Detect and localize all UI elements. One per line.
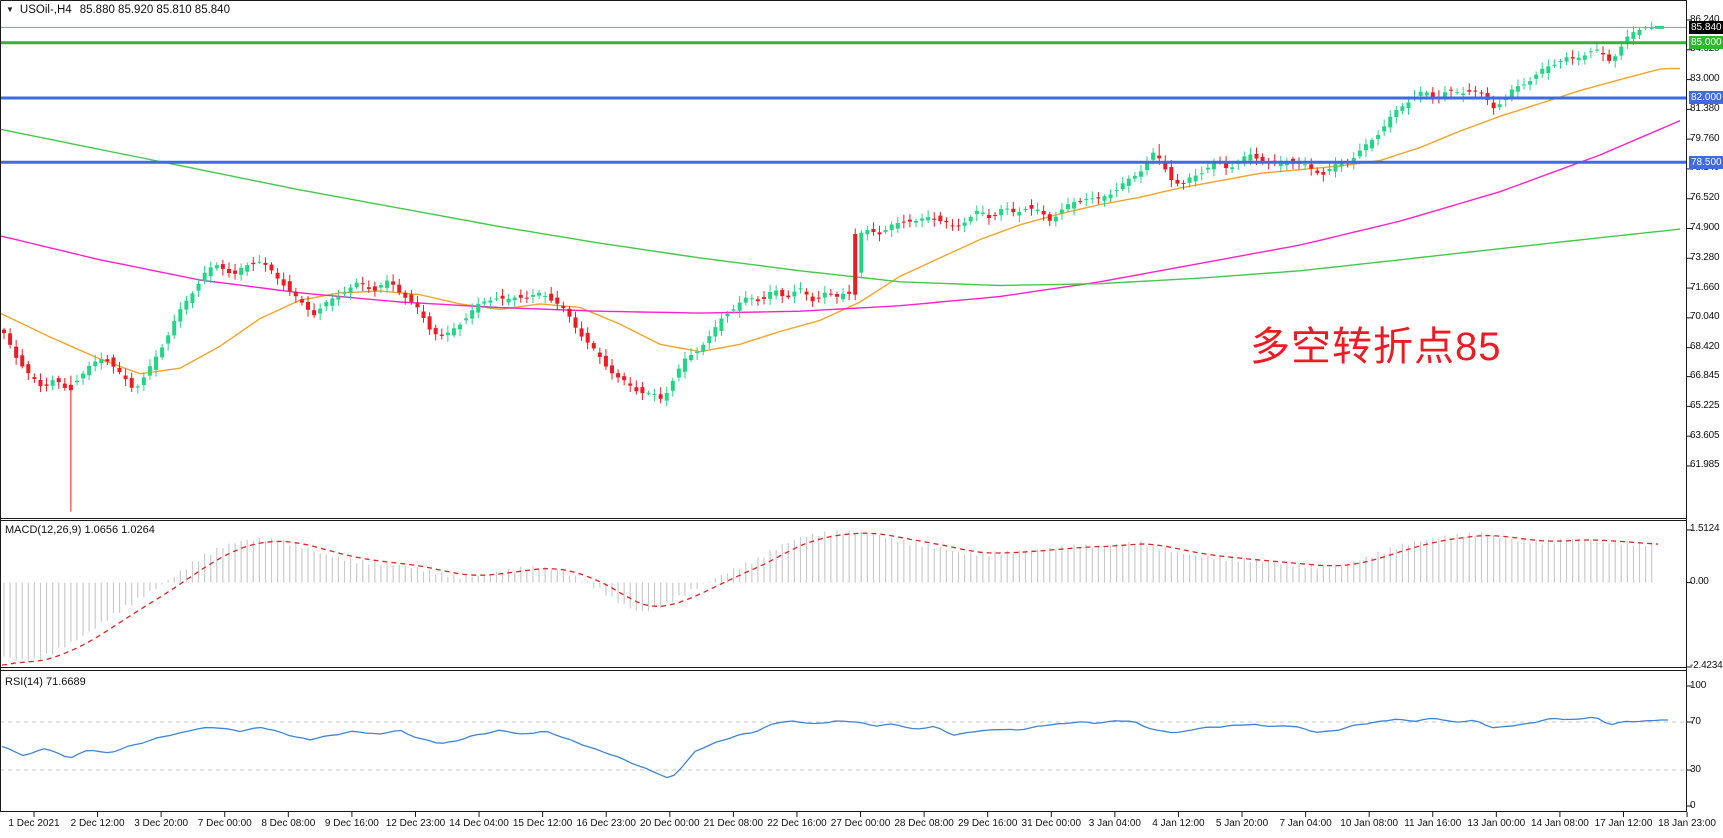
time-tick-label: 14 Dec 04:00: [449, 818, 509, 829]
price-tick-label: 76.520: [1690, 192, 1720, 204]
time-tick-label: 7 Dec 00:00: [197, 818, 252, 829]
last-price-marker: [1655, 25, 1664, 29]
time-tick-label: 3 Dec 20:00: [134, 818, 189, 829]
price-tick-label: 73.280: [1690, 251, 1720, 263]
price-axis[interactable]: 86.24084.62083.00081.38079.76078.14076.5…: [1689, 0, 1723, 812]
time-tick-label: 2 Dec 12:00: [70, 818, 125, 829]
price-tick-label: 86.240: [1690, 13, 1720, 25]
time-tick-label: 28 Dec 08:00: [894, 818, 954, 829]
rsi-indicator-label: RSI(14) 71.6689: [5, 676, 86, 688]
ma-line-0: [0, 67, 1680, 375]
time-tick-label: 5 Jan 20:00: [1215, 818, 1269, 829]
time-tick-label: 12 Dec 23:00: [385, 818, 446, 829]
time-tick-label: 31 Dec 00:00: [1021, 818, 1082, 829]
time-tick-label: 27 Dec 00:00: [830, 818, 891, 829]
rsi-tick-label: 100: [1690, 679, 1707, 691]
rsi-line: [1, 716, 1668, 779]
time-tick-label: 15 Dec 12:00: [512, 818, 573, 829]
time-tick-label: 13 Jan 00:00: [1467, 818, 1526, 829]
time-tick-label: 21 Dec 08:00: [703, 818, 764, 829]
time-tick-label: 29 Dec 16:00: [957, 818, 1018, 829]
time-axis[interactable]: 1 Dec 2021 2 Dec 12:00 3 Dec 20:00 7 Dec 00…: [0, 813, 1723, 838]
ohlc-quote-line: 85.880 85.920 85.810 85.840: [79, 4, 230, 16]
candles-layer: [2, 21, 1654, 512]
time-tick-label: 17 Jan 12:00: [1594, 818, 1653, 829]
rsi-tick-label: 30: [1690, 763, 1701, 775]
price-tick-label: 79.760: [1690, 132, 1720, 144]
ma-line-1: [0, 120, 1681, 314]
price-tick-label: 83.000: [1690, 73, 1720, 85]
macd-histogram: [3, 530, 1653, 662]
price-tick-label: 68.420: [1690, 341, 1720, 353]
chart-text-annotation[interactable]: 多空转折点85: [1250, 325, 1502, 369]
time-tick-label: 22 Dec 16:00: [767, 818, 827, 829]
time-tick-label: 9 Dec 16:00: [324, 818, 379, 829]
chart-dropdown-icon[interactable]: ▼: [6, 5, 14, 14]
rsi-tick-label: 70: [1690, 715, 1701, 727]
price-tick-label: 74.900: [1690, 221, 1720, 233]
time-tick-label: 14 Jan 08:00: [1530, 818, 1589, 829]
time-tick-label: 1 Dec 2021: [8, 818, 60, 829]
time-tick-label: 7 Jan 04:00: [1279, 818, 1332, 829]
price-tick-label: 81.380: [1690, 102, 1720, 114]
time-tick-label: 20 Dec 00:00: [640, 818, 700, 829]
time-tick-label: 11 Jan 16:00: [1404, 818, 1462, 829]
time-tick-label: 18 Jan 23:00: [1658, 818, 1716, 829]
level-price-tag: 82.000: [1689, 91, 1723, 105]
price-tick-label: 66.845: [1690, 370, 1720, 382]
macd-tick-label: 0.00: [1690, 576, 1709, 588]
price-tick-label: 63.605: [1690, 429, 1720, 441]
time-tick-label: 16 Dec 23:00: [576, 818, 636, 829]
symbol-period-label: USOil-,H4: [19, 4, 72, 16]
rsi-tick-label: 0: [1690, 799, 1696, 811]
price-tick-label: 70.040: [1690, 311, 1720, 323]
current-price-tag: 85.840: [1689, 20, 1723, 34]
time-tick-label: 3 Jan 04:00: [1088, 818, 1141, 829]
macd-indicator-label: MACD(12,26,9) 1.0656 1.0264: [5, 524, 155, 536]
level-price-tag: 85.000: [1689, 36, 1723, 50]
time-tick-label: 4 Jan 12:00: [1152, 818, 1205, 829]
ma-line-2: [0, 128, 1681, 287]
price-tick-label: 65.225: [1690, 399, 1720, 411]
chart-title: ▼ USOil-,H4 85.880 85.920 85.810 85.840: [6, 4, 230, 16]
macd-tick-label: 1.5124: [1690, 523, 1720, 535]
macd-signal-line: [1, 532, 1659, 666]
price-tick-label: 71.660: [1690, 281, 1720, 293]
time-tick-label: 10 Jan 08:00: [1340, 818, 1399, 829]
time-tick-label: 8 Dec 08:00: [261, 818, 316, 829]
level-price-tag: 78.500: [1689, 155, 1723, 169]
price-tick-label: 61.985: [1690, 459, 1720, 471]
macd-tick-label: -2.4234: [1690, 660, 1723, 672]
